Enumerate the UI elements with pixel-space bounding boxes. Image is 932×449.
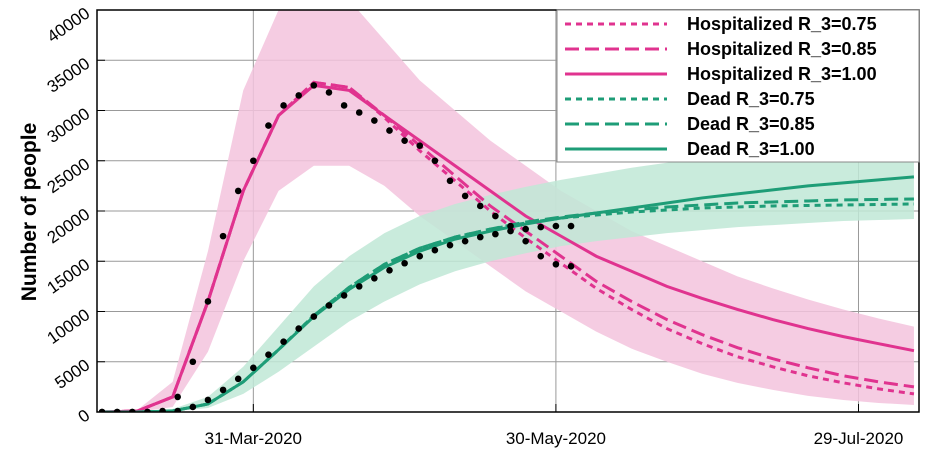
observed-point bbox=[401, 259, 408, 267]
observed-point bbox=[340, 292, 348, 299]
x-tick-label: 29-Jul-2020 bbox=[814, 429, 904, 448]
observed-point bbox=[295, 325, 303, 332]
observed-point bbox=[174, 407, 181, 412]
y-tick-label: 40000 bbox=[44, 4, 94, 47]
observed-point bbox=[537, 223, 545, 231]
observed-point bbox=[461, 237, 469, 245]
observed-point bbox=[507, 222, 514, 230]
observed-point bbox=[492, 212, 499, 220]
observed-point bbox=[295, 92, 303, 99]
observed-point bbox=[113, 408, 121, 412]
legend-label: Dead R_3=0.75 bbox=[687, 89, 815, 109]
observed-point bbox=[325, 302, 333, 309]
observed-point bbox=[371, 117, 378, 124]
observed-point bbox=[386, 266, 393, 274]
legend-label: Hospitalized R_3=0.75 bbox=[687, 14, 877, 34]
series-line bbox=[102, 83, 915, 412]
observed-point bbox=[476, 233, 484, 241]
observed-point bbox=[98, 408, 106, 412]
observed-point bbox=[476, 202, 484, 210]
observed-point bbox=[310, 313, 318, 320]
observed-point bbox=[567, 262, 575, 270]
observed-point bbox=[265, 122, 272, 129]
legend: Hospitalized R_3=0.75 Hospitalized R_3=0.… bbox=[556, 9, 920, 163]
observed-point bbox=[416, 142, 424, 149]
observed-point bbox=[234, 375, 242, 383]
observed-point bbox=[522, 237, 529, 245]
legend-label: Dead R_3=1.00 bbox=[687, 139, 815, 159]
y-tick-label: 20000 bbox=[44, 205, 94, 248]
observed-point bbox=[431, 246, 439, 254]
y-tick-label: 30000 bbox=[44, 104, 94, 147]
observed-point bbox=[265, 351, 272, 359]
observed-point bbox=[310, 82, 318, 89]
observed-point bbox=[522, 225, 529, 233]
observed-point bbox=[280, 102, 287, 109]
observed-point bbox=[431, 157, 439, 165]
observed-point bbox=[159, 408, 166, 412]
y-axis-label: Number of people bbox=[18, 123, 41, 302]
observed-point bbox=[204, 396, 212, 404]
observed-point bbox=[401, 137, 408, 144]
observed-point bbox=[204, 298, 212, 305]
plot-area bbox=[98, 10, 915, 412]
plot-frame bbox=[96, 9, 920, 413]
y-tick-label: 5000 bbox=[51, 355, 93, 392]
observed-point bbox=[219, 232, 227, 240]
observed-point bbox=[355, 109, 363, 116]
observed-point bbox=[446, 177, 454, 185]
x-tick-label: 31-Mar-2020 bbox=[205, 429, 302, 448]
observed-point bbox=[567, 222, 575, 230]
observed-point bbox=[446, 241, 454, 249]
y-tick-label: 10000 bbox=[44, 305, 94, 348]
observed-point bbox=[461, 192, 469, 200]
observed-point bbox=[144, 408, 151, 412]
observed-point bbox=[234, 187, 242, 195]
observed-point bbox=[325, 89, 333, 96]
y-tick-label: 0 bbox=[75, 406, 94, 427]
observed-point bbox=[219, 386, 227, 394]
observed-point bbox=[340, 102, 348, 109]
legend-label: Dead R_3=0.85 bbox=[687, 114, 815, 134]
observed-point bbox=[280, 338, 287, 345]
observed-point bbox=[552, 222, 560, 230]
observed-point bbox=[189, 403, 197, 411]
observed-point bbox=[189, 358, 197, 366]
y-tick-label: 25000 bbox=[44, 154, 94, 197]
observed-point bbox=[492, 230, 499, 238]
legend-label: Hospitalized R_3=1.00 bbox=[687, 64, 877, 84]
y-tick-label: 35000 bbox=[44, 54, 94, 97]
observed-point bbox=[371, 275, 378, 282]
observed-point bbox=[386, 127, 393, 134]
y-tick-label: 15000 bbox=[44, 255, 94, 298]
observed-point bbox=[416, 252, 424, 260]
observed-point bbox=[537, 252, 545, 260]
legend-box bbox=[556, 9, 920, 163]
observed-point bbox=[552, 260, 560, 268]
x-tick-label: 30-May-2020 bbox=[506, 429, 606, 448]
observed-point bbox=[250, 157, 257, 165]
observed-point bbox=[250, 364, 257, 372]
observed-point bbox=[174, 393, 181, 401]
legend-label: Hospitalized R_3=0.85 bbox=[687, 39, 877, 59]
observed-point bbox=[129, 408, 136, 412]
observed-point bbox=[355, 283, 363, 290]
observed-point bbox=[507, 227, 514, 235]
